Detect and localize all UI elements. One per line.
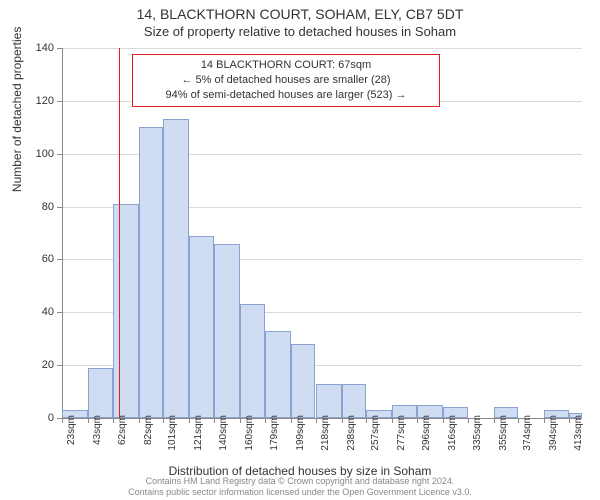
x-tick	[291, 418, 292, 423]
y-tick-label: 140	[24, 42, 54, 54]
x-tick-label: 277sqm	[396, 415, 407, 451]
x-tick	[316, 418, 317, 423]
histogram-bar	[214, 244, 240, 418]
histogram-bar	[88, 368, 113, 418]
x-tick	[139, 418, 140, 423]
annotation-line: ← 5% of detached houses are smaller (28)	[141, 73, 431, 88]
grid-line	[62, 48, 582, 49]
x-tick-label: 316sqm	[447, 415, 458, 451]
x-tick	[366, 418, 367, 423]
x-tick-label: 335sqm	[472, 415, 483, 451]
footer: Contains HM Land Registry data © Crown c…	[0, 476, 600, 498]
x-tick-label: 296sqm	[421, 415, 432, 451]
x-tick-label: 140sqm	[218, 415, 229, 451]
y-tick-label: 120	[24, 95, 54, 107]
x-tick	[468, 418, 469, 423]
x-tick	[443, 418, 444, 423]
histogram-bar	[113, 204, 139, 418]
x-tick-label: 160sqm	[244, 415, 255, 451]
y-tick-label: 40	[24, 306, 54, 318]
annotation-line: 14 BLACKTHORN COURT: 67sqm	[141, 58, 431, 73]
x-tick	[189, 418, 190, 423]
histogram-bar	[139, 127, 164, 418]
x-tick-label: 23sqm	[66, 415, 77, 445]
chart-container: 14, BLACKTHORN COURT, SOHAM, ELY, CB7 5D…	[0, 0, 600, 500]
x-tick-label: 374sqm	[522, 415, 533, 451]
x-tick-label: 101sqm	[167, 415, 178, 451]
x-tick-label: 394sqm	[548, 415, 559, 451]
annotation-line: 94% of semi-detached houses are larger (…	[141, 88, 431, 103]
x-tick-label: 179sqm	[269, 415, 280, 451]
histogram-bar	[189, 236, 214, 418]
x-tick	[214, 418, 215, 423]
x-tick-label: 238sqm	[346, 415, 357, 451]
x-tick-label: 199sqm	[295, 415, 306, 451]
histogram-bar	[342, 384, 367, 418]
y-tick-label: 100	[24, 148, 54, 160]
footer-line-2: Contains public sector information licen…	[0, 487, 600, 498]
histogram-bar	[316, 384, 342, 418]
x-tick-label: 121sqm	[193, 415, 204, 451]
x-tick-label: 43sqm	[92, 415, 103, 445]
x-tick	[163, 418, 164, 423]
x-tick	[494, 418, 495, 423]
chart-subtitle: Size of property relative to detached ho…	[0, 22, 600, 39]
annotation-box: 14 BLACKTHORN COURT: 67sqm← 5% of detach…	[132, 54, 440, 107]
x-tick	[113, 418, 114, 423]
chart-title: 14, BLACKTHORN COURT, SOHAM, ELY, CB7 5D…	[0, 0, 600, 22]
histogram-bar	[291, 344, 316, 418]
x-tick	[265, 418, 266, 423]
x-tick	[569, 418, 570, 423]
x-tick-label: 218sqm	[320, 415, 331, 451]
x-tick-label: 62sqm	[117, 415, 128, 445]
x-tick-label: 257sqm	[370, 415, 381, 451]
plot-area: 02040608010012014023sqm43sqm62sqm82sqm10…	[62, 48, 582, 418]
x-tick-label: 82sqm	[143, 415, 154, 445]
x-tick	[240, 418, 241, 423]
x-tick	[88, 418, 89, 423]
footer-line-1: Contains HM Land Registry data © Crown c…	[0, 476, 600, 487]
y-tick-label: 60	[24, 253, 54, 265]
x-tick-label: 355sqm	[498, 415, 509, 451]
x-tick	[342, 418, 343, 423]
histogram-bar	[163, 119, 189, 418]
x-tick	[392, 418, 393, 423]
x-tick-label: 413sqm	[573, 415, 584, 451]
x-tick	[544, 418, 545, 423]
histogram-bar	[240, 304, 265, 418]
y-tick-label: 80	[24, 201, 54, 213]
x-tick	[417, 418, 418, 423]
x-tick	[62, 418, 63, 423]
y-axis-label: Number of detached properties	[10, 27, 24, 192]
reference-line	[119, 48, 120, 418]
histogram-bar	[265, 331, 291, 418]
y-tick-label: 0	[24, 412, 54, 424]
y-tick-label: 20	[24, 359, 54, 371]
x-tick	[518, 418, 519, 423]
y-axis-line	[62, 48, 63, 418]
